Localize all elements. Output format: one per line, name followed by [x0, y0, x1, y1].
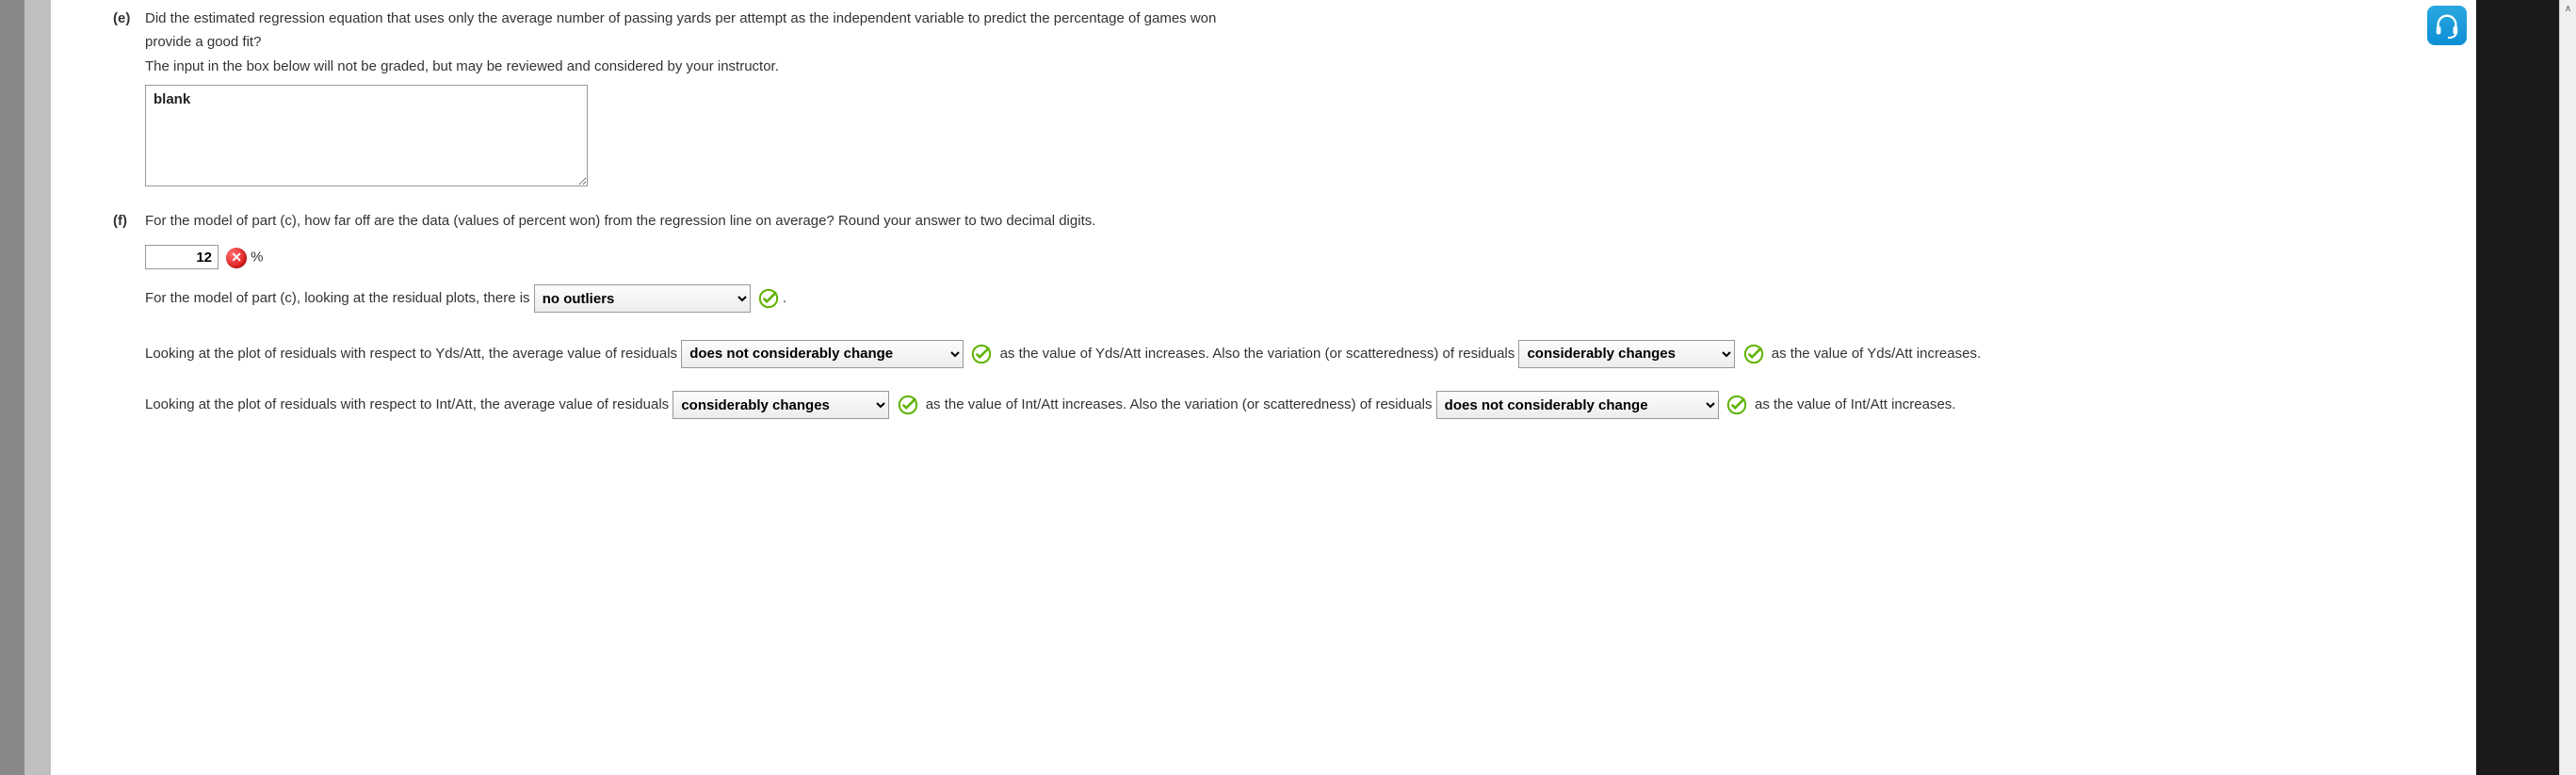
part-f-numeric-input[interactable] [145, 245, 219, 269]
part-e-text-line1: Did the estimated regression equation th… [145, 10, 1216, 26]
part-f-question: (f)For the model of part (c), how far of… [145, 210, 2457, 232]
yds-var-select[interactable]: considerably changes [1518, 340, 1735, 368]
part-f-outliers-line: For the model of part (c), looking at th… [145, 283, 2457, 315]
correct-icon [1743, 344, 1764, 364]
yds-t3: variation (or scatteredness) of residual… [1268, 346, 1515, 362]
int-t1: Looking at the plot of residuals with re… [145, 396, 669, 412]
vertical-scrollbar[interactable]: ∧ [2559, 0, 2576, 775]
yds-paragraph: Looking at the plot of residuals with re… [145, 338, 2457, 371]
help-badge-button[interactable] [2427, 6, 2467, 45]
question-content: (e)Did the estimated regression equation… [51, 0, 2476, 775]
part-e-question-line2: provide a good fit? [145, 31, 2457, 53]
part-e-note: The input in the box below will not be g… [145, 56, 2457, 77]
right-dark-margin [2476, 0, 2559, 775]
part-e-question-line1: (e)Did the estimated regression equation… [145, 8, 2457, 29]
left-inner-gray-bar [24, 0, 51, 775]
int-var-select[interactable]: does not considerably change [1436, 391, 1719, 419]
wrong-icon: ✕ [226, 248, 247, 268]
left-outer-gray-bar [0, 0, 24, 775]
headset-icon [2433, 11, 2461, 40]
part-f-unit: % [251, 250, 263, 266]
part-f-question-text: For the model of part (c), how far off a… [145, 213, 1095, 229]
yds-avg-select[interactable]: does not considerably change [681, 340, 964, 368]
outliers-post-text: . [783, 290, 786, 306]
correct-icon [758, 288, 779, 309]
int-avg-select[interactable]: considerably changes [672, 391, 889, 419]
part-f-label: (f) [113, 210, 145, 232]
int-t4: as the value of Int/Att increases. [1755, 396, 1955, 412]
yds-t1: Looking at the plot of residuals with re… [145, 346, 677, 362]
scroll-up-icon[interactable]: ∧ [2560, 0, 2576, 17]
yds-t4: as the value of Yds/Att increases. [1772, 346, 1981, 362]
correct-icon [898, 395, 918, 415]
int-t3: (or scatteredness) of residuals [1242, 396, 1433, 412]
int-t2: as the value of Int/Att increases. Also … [926, 396, 1239, 412]
yds-t2: as the value of Yds/Att increases. Also … [1000, 346, 1264, 362]
correct-icon [971, 344, 992, 364]
outliers-pre-text: For the model of part (c), looking at th… [145, 290, 530, 306]
int-paragraph: Looking at the plot of residuals with re… [145, 389, 2457, 422]
outliers-select[interactable]: no outliers [534, 284, 751, 313]
correct-icon [1726, 395, 1747, 415]
part-e-label: (e) [113, 8, 145, 29]
part-e-textarea[interactable] [145, 85, 588, 186]
part-f-answer-row: ✕% [145, 245, 2457, 269]
